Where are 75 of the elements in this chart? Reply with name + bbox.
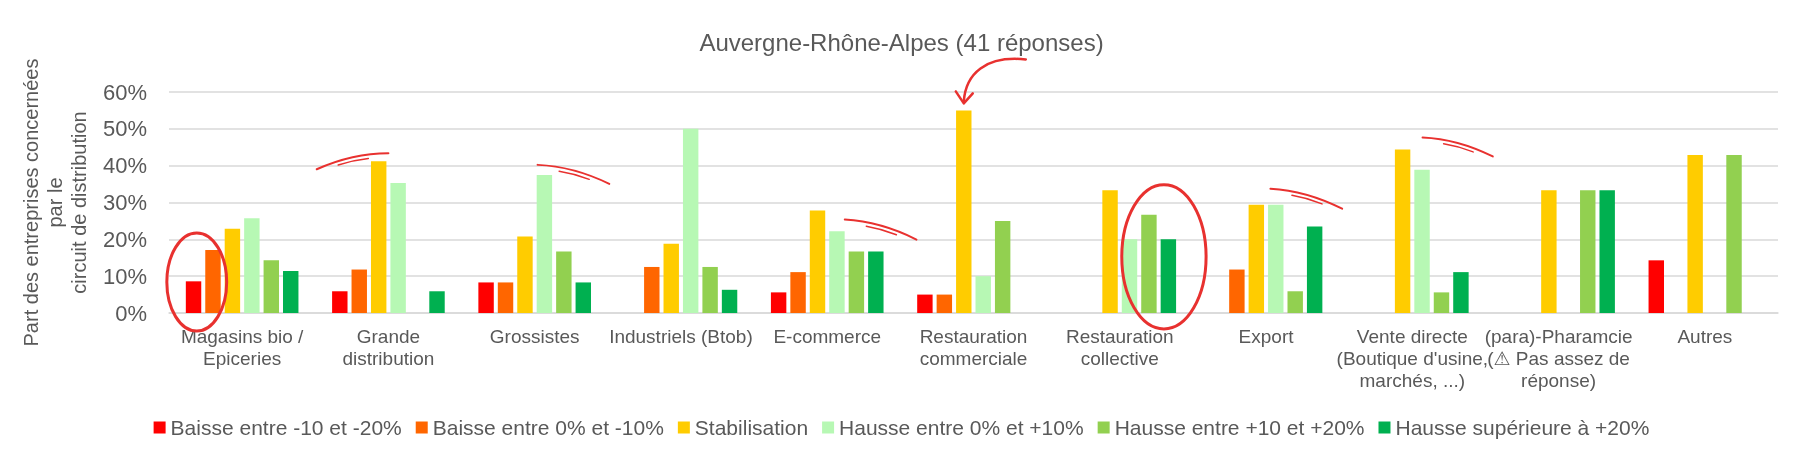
y-tick-label: 10% (102, 263, 147, 289)
legend-label: Hausse supérieure à +20% (1395, 416, 1650, 439)
x-tick-label: Autres (1677, 325, 1733, 347)
bar (1687, 154, 1703, 313)
x-tick-label: Grossistes (489, 325, 580, 347)
bar (370, 161, 387, 313)
bar (682, 128, 699, 313)
bar (702, 266, 718, 313)
legend-label: Baisse entre 0% et -10% (432, 416, 664, 439)
x-tick-label: Grande distribution (342, 325, 435, 369)
bar (994, 220, 1011, 313)
y-tick-label: 40% (102, 153, 147, 179)
bar (1726, 154, 1742, 313)
bar (809, 210, 826, 313)
bar (1160, 239, 1177, 313)
bar (497, 282, 514, 313)
bar (790, 272, 806, 313)
bar (1394, 149, 1411, 313)
bar (332, 291, 348, 313)
x-tick-label: Restauration collective (1065, 325, 1174, 369)
chart-title: Auvergne-Rhône-Alpes (41 réponses) (699, 28, 1104, 56)
y-tick-label: 60% (102, 79, 147, 105)
bar (1141, 214, 1157, 313)
x-tick-label: Industriels (Btob) (609, 325, 753, 347)
bar (1580, 190, 1596, 313)
bar (185, 281, 202, 313)
bar (536, 174, 553, 313)
bar (1414, 169, 1430, 313)
legend-label: Hausse entre +10 et +20% (1114, 416, 1365, 439)
bar (263, 260, 280, 313)
bar (517, 236, 533, 313)
y-axis-title: Part des entreprises concernées par le circuit de distribution (20, 58, 90, 347)
legend-label: Baisse entre -10 et -20% (170, 416, 402, 439)
x-tick-label: Export (1238, 325, 1295, 347)
bar (556, 251, 572, 313)
bar (663, 243, 679, 313)
bar (721, 289, 738, 313)
y-tick-label: 30% (102, 190, 147, 215)
bar (956, 110, 972, 313)
bar (917, 294, 933, 313)
x-tick-label: Magasins bio / Epiceries (180, 325, 305, 369)
bar (1248, 204, 1265, 313)
bar (1599, 190, 1615, 313)
bar (975, 276, 991, 313)
bar (351, 269, 367, 313)
bar (283, 271, 299, 313)
y-tick-label: 0% (115, 300, 147, 326)
bar (205, 250, 221, 313)
bar (575, 282, 591, 313)
bar (1541, 190, 1557, 313)
bar (1268, 204, 1284, 313)
bar (1453, 272, 1469, 313)
bar (478, 282, 494, 313)
bar (1102, 190, 1118, 313)
bar (829, 231, 845, 313)
bar (1433, 292, 1450, 313)
bar (1229, 269, 1245, 313)
y-tick-label: 50% (102, 116, 147, 142)
bar (390, 182, 406, 313)
bar (936, 294, 953, 313)
legend-label: Hausse entre 0% et +10% (839, 416, 1084, 439)
x-tick-label: E-commerce (773, 325, 882, 347)
bar (244, 218, 260, 313)
y-tick-label: 20% (102, 226, 147, 252)
legend-label: Stabilisation (694, 416, 809, 439)
bar (429, 291, 445, 313)
x-tick-label: Restauration commerciale (919, 325, 1028, 369)
bar (1306, 226, 1323, 313)
bar (1648, 260, 1664, 313)
bar (1287, 291, 1303, 313)
bar (868, 251, 884, 313)
bar (848, 251, 865, 313)
bar (770, 292, 787, 313)
bar (644, 266, 660, 313)
bar (224, 228, 241, 313)
